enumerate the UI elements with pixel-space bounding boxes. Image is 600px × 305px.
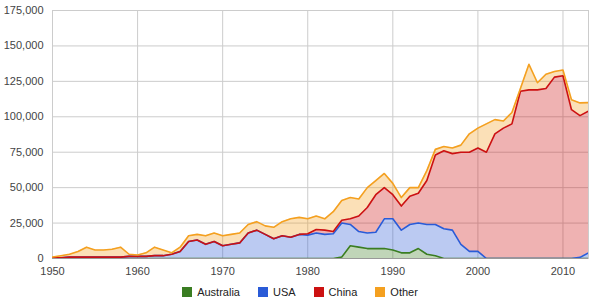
html-text:USA: USA (273, 286, 296, 298)
html-text:Australia: Australia (197, 286, 240, 298)
svg-text:150,000: 150,000 (4, 39, 44, 51)
svg-text:175,000: 175,000 (4, 4, 44, 16)
svg-text:100,000: 100,000 (4, 110, 44, 122)
svg-text:1980: 1980 (295, 265, 319, 277)
svg-text:25,000: 25,000 (10, 217, 44, 229)
svg-text:0: 0 (37, 252, 43, 264)
svg-text:2000: 2000 (466, 265, 490, 277)
html-text:China: China (328, 286, 358, 298)
svg-text:50,000: 50,000 (10, 181, 44, 193)
html-text:Other: Other (390, 286, 418, 298)
svg-text:125,000: 125,000 (4, 75, 44, 87)
svg-text:1970: 1970 (210, 265, 234, 277)
svg-text:75,000: 75,000 (10, 146, 44, 158)
svg-text:1950: 1950 (40, 265, 64, 277)
svg-text:2010: 2010 (551, 265, 575, 277)
svg-text:1990: 1990 (381, 265, 405, 277)
svg-text:1960: 1960 (125, 265, 149, 277)
